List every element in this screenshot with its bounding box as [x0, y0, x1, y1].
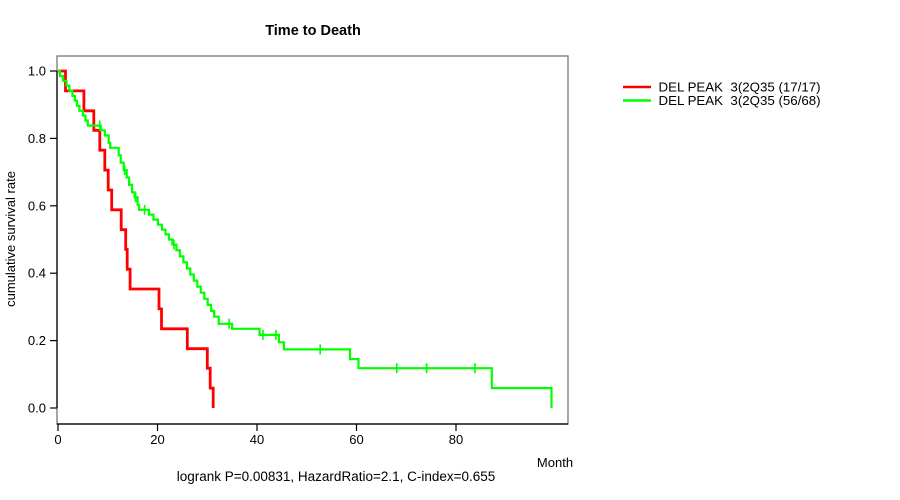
y-tick-label: 0.0	[28, 401, 46, 416]
y-axis-label: cumulative survival rate	[3, 171, 18, 307]
x-axis-label: Month	[537, 455, 573, 470]
y-tick-label: 0.2	[28, 333, 46, 348]
survival-curve-green	[58, 69, 553, 408]
x-tick-label: 40	[250, 432, 264, 447]
y-axis-ticks: 0.0 0.2 0.4 0.6 0.8 1.0	[28, 64, 57, 416]
y-tick-label: 0.4	[28, 266, 46, 281]
x-tick-label: 60	[349, 432, 363, 447]
x-axis-ticks: 0 20 40 60 80	[54, 424, 463, 447]
y-tick-label: 0.6	[28, 198, 46, 213]
x-tick-label: 80	[449, 432, 463, 447]
legend-label: DEL PEAK 3(2Q35 (17/17)	[659, 80, 821, 95]
chart-title: Time to Death	[265, 23, 361, 39]
survival-curve-red	[58, 69, 215, 408]
y-tick-label: 0.8	[28, 131, 46, 146]
legend-label: DEL PEAK 3(2Q35 (56/68)	[659, 93, 821, 108]
survival-curves	[58, 69, 553, 408]
stats-caption: logrank P=0.00831, HazardRatio=2.1, C-in…	[177, 469, 496, 484]
x-tick-label: 20	[150, 432, 164, 447]
x-tick-label: 0	[54, 432, 61, 447]
y-tick-label: 1.0	[28, 64, 46, 79]
legend: DEL PEAK 3(2Q35 (17/17)DEL PEAK 3(2Q35 (…	[623, 80, 821, 108]
